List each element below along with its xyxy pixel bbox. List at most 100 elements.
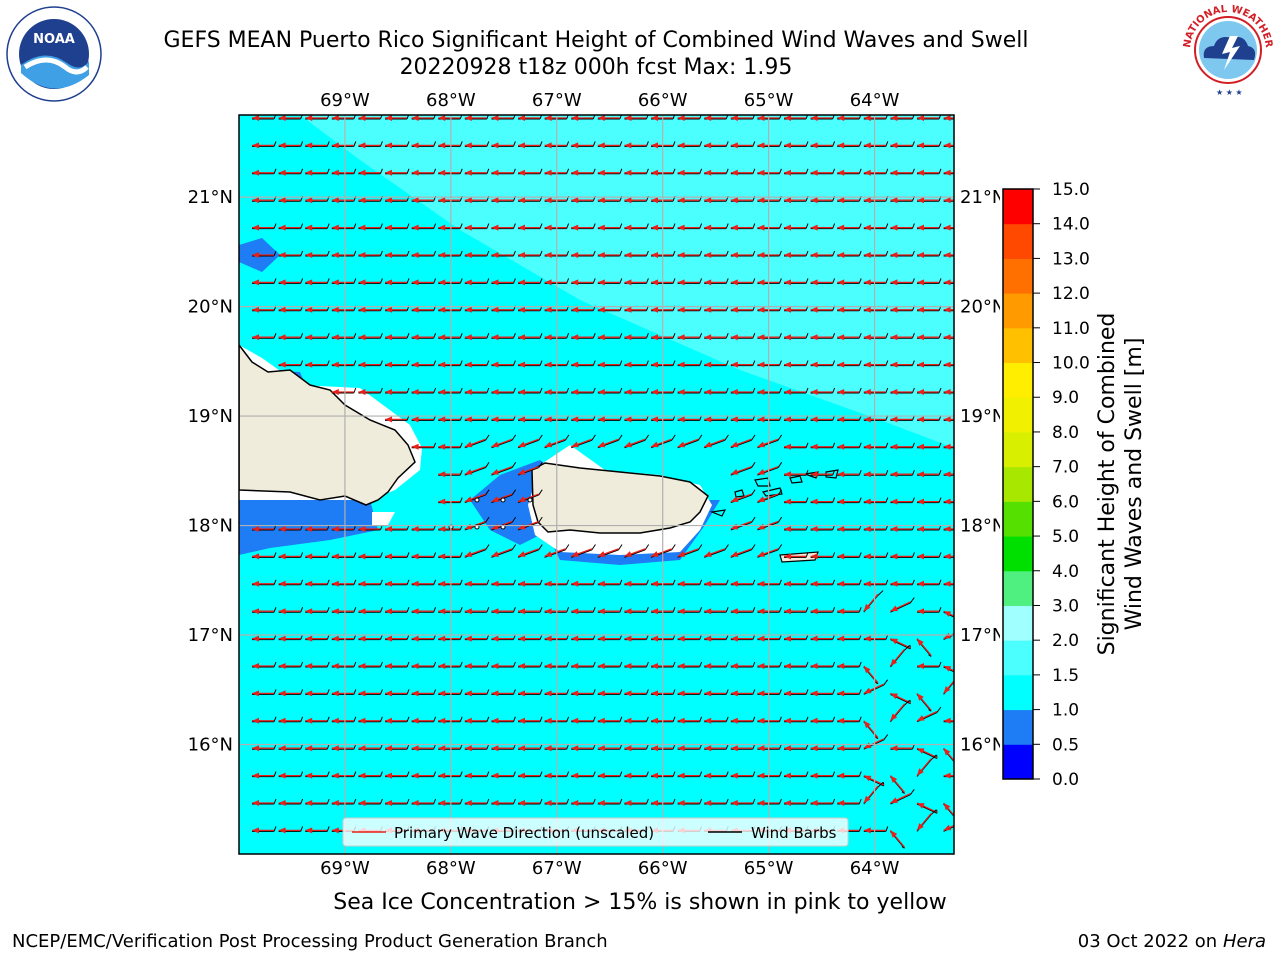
wave-arrow xyxy=(917,524,942,532)
wave-arrow xyxy=(252,115,277,121)
wave-arrow xyxy=(730,223,756,231)
wave-arrow xyxy=(917,387,942,395)
wave-arrow xyxy=(890,141,915,149)
wave-arrow xyxy=(889,829,906,849)
wave-arrow xyxy=(730,387,756,395)
wave-arrow xyxy=(411,579,437,587)
wave-arrow xyxy=(571,387,596,395)
wave-arrow xyxy=(305,689,330,697)
wave-arrow xyxy=(624,168,649,176)
wave-arrow xyxy=(252,579,277,587)
wave-arrow xyxy=(597,607,623,615)
wave-arrow xyxy=(517,544,543,558)
wave-arrow xyxy=(837,470,862,478)
wave-arrow xyxy=(464,489,490,504)
wave-arrow xyxy=(677,387,703,395)
lat-label-right: 21°N xyxy=(960,187,1000,208)
colorbar-tick-label: 9.0 xyxy=(1052,388,1079,408)
wave-arrow xyxy=(411,689,437,697)
wave-arrow xyxy=(943,306,954,313)
wave-arrow xyxy=(890,223,915,231)
wave-arrow xyxy=(704,415,729,423)
wave-arrow xyxy=(837,115,862,121)
wave-arrow xyxy=(837,798,862,806)
wave-arrow xyxy=(491,223,516,231)
wave-arrow xyxy=(837,360,862,368)
wave-arrow xyxy=(624,689,649,697)
wave-arrow xyxy=(411,115,436,121)
wave-arrow xyxy=(358,223,383,231)
wave-arrow xyxy=(278,250,304,258)
wave-arrow xyxy=(624,415,649,423)
wave-arrow xyxy=(278,223,304,231)
wave-arrow xyxy=(385,387,410,395)
wave-arrow xyxy=(890,744,915,752)
lat-label-left: 17°N xyxy=(188,625,233,646)
wave-arrow xyxy=(464,716,490,724)
wave-arrow xyxy=(544,115,569,121)
lon-label-bottom: 65°W xyxy=(744,858,794,879)
wave-arrow xyxy=(704,661,729,669)
wave-arrow xyxy=(890,387,915,395)
wave-arrow xyxy=(677,168,703,176)
lat-label-right: 19°N xyxy=(960,406,1000,427)
wave-arrow xyxy=(943,197,954,204)
wave-arrow xyxy=(358,689,383,697)
wave-arrow xyxy=(331,278,357,286)
wave-arrow xyxy=(890,333,915,341)
wave-arrow xyxy=(571,115,596,121)
wave-arrow xyxy=(784,497,809,505)
wave-arrow xyxy=(305,115,330,121)
colorbar-label-line-2: Wind Waves and Swell [m] xyxy=(1122,338,1147,631)
wave-arrow xyxy=(464,689,490,697)
wave-arrow xyxy=(305,771,330,779)
wave-arrow xyxy=(624,579,649,587)
wave-arrow xyxy=(943,553,954,560)
wave-arrow xyxy=(757,462,783,476)
lon-label-bottom: 64°W xyxy=(850,858,900,879)
wave-arrow xyxy=(411,168,437,176)
wave-arrow xyxy=(651,689,676,697)
wave-arrow xyxy=(651,716,676,724)
buoy-marker xyxy=(474,497,480,503)
noaa-logo: NOAA xyxy=(6,6,102,102)
wave-arrow xyxy=(464,115,489,121)
wave-arrow xyxy=(331,223,357,231)
wave-arrow xyxy=(544,634,570,642)
wave-arrow xyxy=(597,434,623,449)
wave-arrow xyxy=(411,716,437,724)
wave-arrow xyxy=(518,115,543,121)
wave-arrow xyxy=(704,115,729,121)
wave-arrow xyxy=(411,250,437,258)
wave-arrow xyxy=(784,771,809,779)
wave-arrow xyxy=(464,250,490,258)
colorbar-ticks: 15.0 14.0 13.0 12.0 11.0 10.0 9.0 8.0 7.0 6.0 5.0 4… xyxy=(1033,180,1090,790)
svg-text:★ ★ ★: ★ ★ ★ xyxy=(1216,88,1243,97)
wave-arrow xyxy=(518,141,543,149)
buoy-marker xyxy=(500,497,506,503)
wave-arrow xyxy=(305,634,330,642)
lon-label-bottom: 66°W xyxy=(638,858,688,879)
wave-arrow xyxy=(252,771,277,779)
wave-arrow xyxy=(385,634,410,642)
wave-arrow xyxy=(464,278,490,286)
wave-arrow xyxy=(943,580,954,587)
wave-arrow xyxy=(890,470,915,478)
wave-arrow xyxy=(358,168,383,176)
wave-arrow xyxy=(518,305,543,313)
wave-arrow xyxy=(650,434,676,449)
wave-arrow xyxy=(863,782,884,805)
wave-arrow xyxy=(810,497,836,505)
colorbar-tick-label: 2.0 xyxy=(1052,631,1079,651)
wave-arrow xyxy=(544,689,570,697)
wave-arrow xyxy=(438,634,463,642)
wave-arrow xyxy=(730,141,756,149)
wave-arrow xyxy=(571,278,596,286)
wave-arrow xyxy=(385,250,410,258)
wave-arrow xyxy=(411,552,437,560)
wave-arrow xyxy=(624,607,649,615)
wave-arrow xyxy=(890,579,915,587)
wave-arrow xyxy=(704,716,729,724)
wave-arrow xyxy=(358,278,383,286)
wave-arrow xyxy=(917,115,942,121)
